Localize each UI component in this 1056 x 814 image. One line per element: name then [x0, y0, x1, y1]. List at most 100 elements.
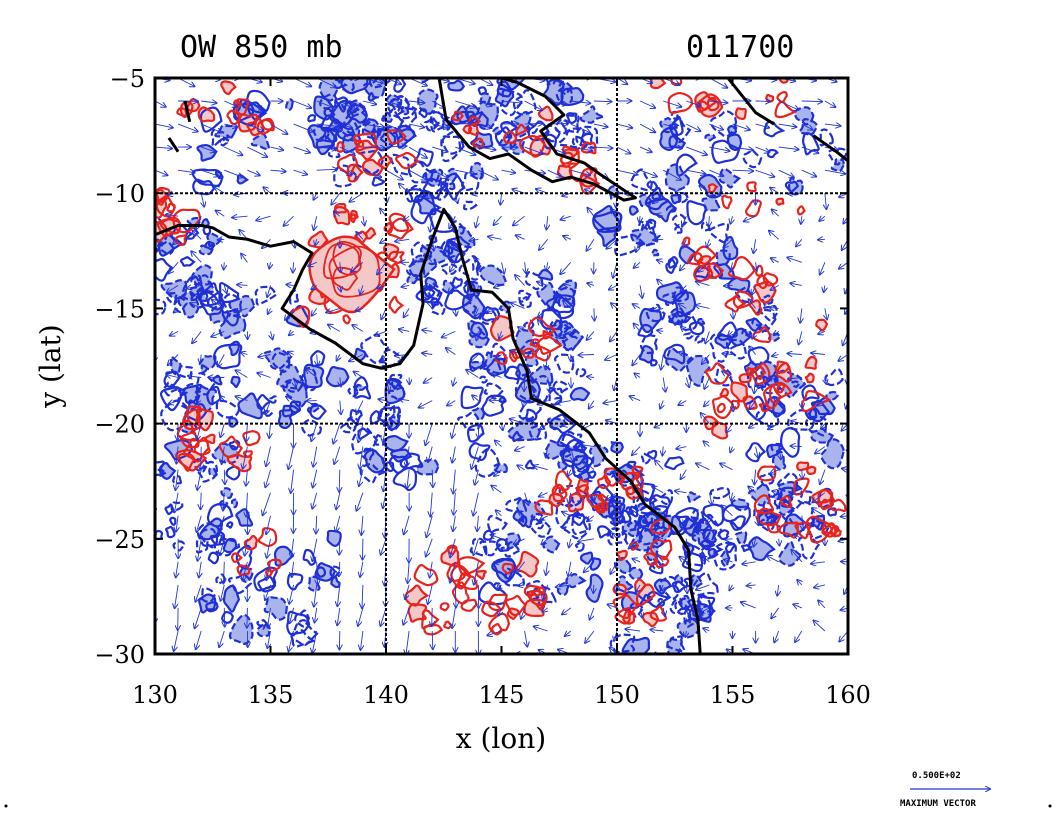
wind-vector [265, 584, 271, 600]
wind-vector [177, 423, 178, 440]
wind-vector [340, 262, 341, 272]
wind-vector [428, 584, 433, 604]
negative-contour [327, 118, 343, 133]
wind-vector [778, 124, 797, 127]
wind-vector [236, 370, 248, 378]
wind-vector [634, 324, 641, 332]
wind-vector [704, 377, 710, 389]
wind-vector [824, 124, 841, 126]
negative-contour [177, 291, 200, 319]
wind-vector [422, 330, 433, 332]
wind-vector [518, 511, 525, 516]
wind-vector [679, 352, 687, 354]
wind-vector [266, 561, 271, 580]
wind-vector [340, 285, 341, 291]
wind-vector [630, 396, 641, 402]
wind-vector [169, 401, 179, 404]
wind-vector [494, 285, 502, 287]
negative-contour [440, 263, 458, 276]
wind-vector [362, 584, 363, 608]
wind-vector [639, 100, 655, 108]
positive-contour [257, 527, 278, 548]
negative-contour [222, 293, 243, 318]
negative-contour [359, 463, 388, 484]
wind-vector [636, 239, 641, 252]
negative-contour [466, 280, 483, 300]
wind-vector [432, 630, 433, 649]
positive-contour [407, 603, 428, 623]
wind-vector [546, 354, 548, 370]
wind-vector [608, 605, 618, 608]
wind-vector [399, 329, 410, 331]
wind-vector [290, 607, 295, 623]
positive-contour [451, 581, 470, 605]
negative-contour [690, 508, 705, 522]
negative-contour [192, 178, 216, 196]
negative-contour [779, 426, 801, 458]
negative-contour [470, 131, 494, 149]
wind-vector [363, 216, 365, 225]
wind-vector [265, 400, 271, 415]
positive-contour [197, 106, 216, 123]
negative-contour [382, 417, 393, 429]
wind-vector [450, 561, 456, 583]
wind-vector [246, 469, 248, 486]
wind-vector [569, 538, 571, 548]
wind-vector [611, 209, 618, 217]
positive-fill-patch [735, 108, 746, 119]
wind-vector [678, 401, 687, 406]
negative-contour [628, 205, 639, 216]
wind-vector [187, 285, 202, 288]
wind-vector [293, 123, 313, 132]
negative-fill-patch [660, 118, 678, 133]
wind-vector [639, 169, 657, 176]
wind-vector [772, 491, 779, 493]
negative-contour [635, 220, 659, 246]
negative-contour [830, 158, 845, 173]
negative-contour [747, 536, 776, 562]
positive-contour [494, 351, 508, 366]
negative-contour [626, 521, 638, 531]
negative-contour [525, 122, 539, 135]
wind-vector [616, 123, 632, 128]
wind-vector [652, 487, 664, 494]
wind-vector [663, 100, 681, 107]
wind-vector [224, 262, 225, 269]
wind-vector [793, 604, 802, 608]
wind-vector [337, 584, 339, 606]
negative-contour [416, 190, 437, 216]
wind-vector [232, 216, 248, 217]
negative-contour [181, 274, 206, 302]
negative-contour [758, 360, 778, 382]
wind-vector [220, 396, 225, 401]
wind-vector [525, 630, 528, 647]
wind-vector [818, 331, 826, 334]
wind-vector [585, 630, 595, 643]
positive-contour [504, 594, 527, 617]
wind-vector [339, 169, 352, 174]
wind-vector [196, 401, 201, 405]
negative-contour [228, 416, 239, 428]
wind-vector [474, 258, 478, 263]
negative-contour [649, 358, 658, 367]
wind-vector [288, 446, 295, 469]
wind-vector [196, 630, 202, 649]
wind-vector [349, 192, 364, 202]
wind-vector [663, 607, 665, 616]
positive-contour [439, 602, 450, 612]
positive-contour [529, 338, 540, 348]
negative-fill-patch [158, 235, 181, 256]
wind-vector [212, 300, 225, 309]
wind-vector [196, 216, 202, 229]
wind-vector [680, 262, 687, 270]
wind-vector [814, 585, 826, 588]
negative-contour [247, 101, 268, 121]
wind-vector [340, 377, 341, 387]
negative-contour [681, 551, 704, 573]
wind-vector [190, 303, 202, 309]
wind-vector [471, 446, 479, 469]
negative-contour [282, 379, 308, 408]
wind-vector [702, 354, 710, 365]
wind-vector [524, 100, 542, 110]
wind-vector [540, 516, 548, 520]
